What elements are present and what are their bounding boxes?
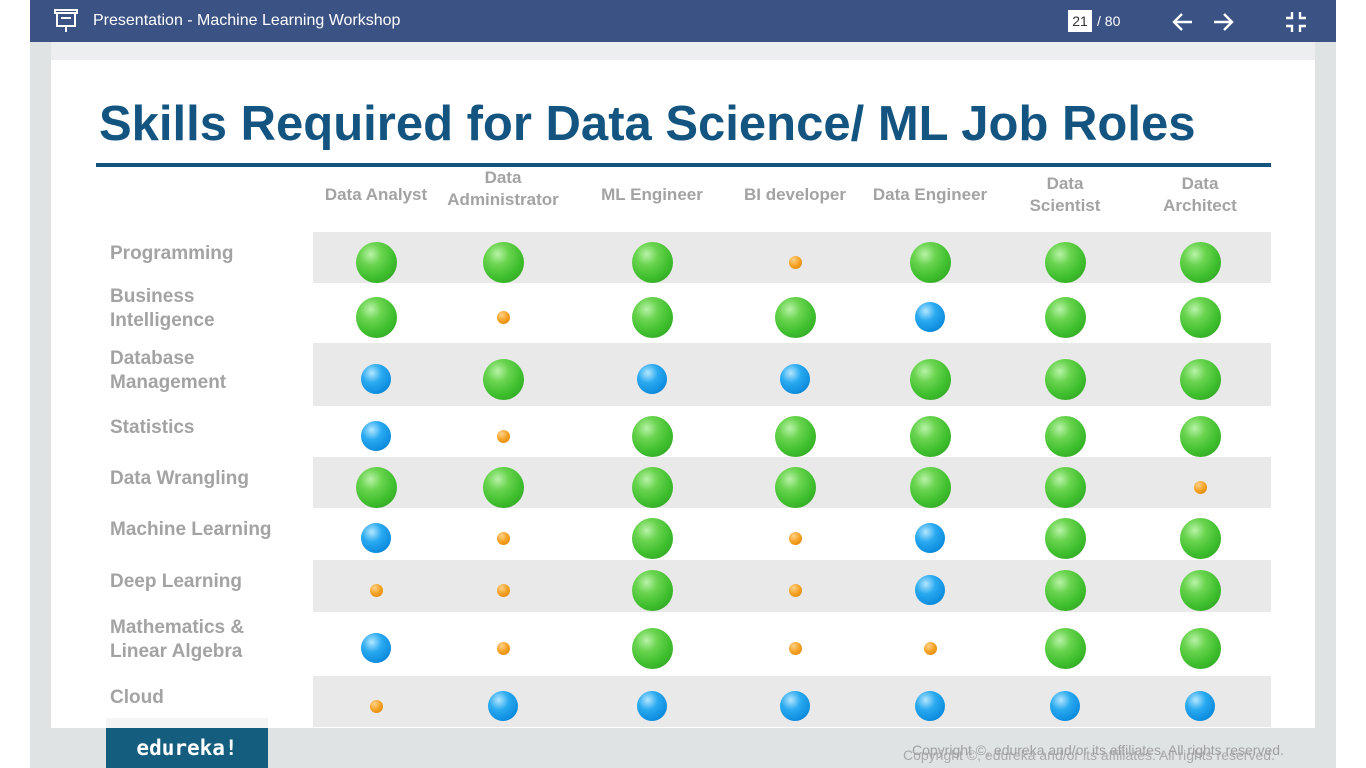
exit-fullscreen-icon[interactable] — [1283, 9, 1309, 35]
skill-level-low-icon — [370, 699, 383, 713]
skill-level-low-icon — [1194, 480, 1207, 494]
skill-level-high-icon — [1045, 358, 1086, 400]
skill-level-high-icon — [910, 415, 951, 457]
skill-level-high-icon — [1180, 518, 1221, 559]
skill-level-high-icon — [632, 241, 673, 283]
column-header: ML Engineer — [601, 185, 703, 204]
skill-level-high-icon — [775, 297, 816, 338]
skill-level-medium-icon — [780, 363, 810, 394]
skill-level-high-icon — [910, 466, 951, 508]
skill-level-medium-icon — [361, 420, 391, 451]
current-page-field[interactable]: 21 — [1068, 10, 1092, 32]
presentation-toolbar: Presentation - Machine Learning Workshop… — [30, 0, 1336, 42]
window-title: Presentation - Machine Learning Workshop — [93, 12, 401, 29]
skill-level-high-icon — [356, 241, 397, 283]
skill-level-medium-icon — [1050, 690, 1080, 721]
row-label: Machine Learning — [110, 519, 272, 540]
skill-level-high-icon — [1180, 415, 1221, 457]
column-header: Data Engineer — [872, 185, 988, 204]
skill-level-medium-icon — [915, 575, 945, 605]
viewer-margin-right — [1315, 42, 1336, 768]
row-label: Database Management — [110, 347, 227, 393]
row-label: Data Wrangling — [110, 467, 249, 489]
skill-level-low-icon — [789, 642, 802, 655]
skill-level-low-icon — [789, 532, 802, 545]
skill-level-high-icon — [1045, 466, 1086, 508]
skill-level-high-icon — [1180, 358, 1221, 400]
row-label: Business Intelligence — [110, 286, 215, 331]
skill-level-medium-icon — [915, 302, 945, 332]
row-label: Mathematics & Linear Algebra — [110, 617, 245, 662]
skill-level-high-icon — [1045, 297, 1086, 338]
skill-level-medium-icon — [915, 690, 945, 721]
skill-level-high-icon — [632, 570, 673, 611]
skill-level-low-icon — [497, 642, 510, 655]
skill-level-low-icon — [370, 584, 383, 597]
logo-strip — [106, 718, 268, 728]
skill-level-high-icon — [1180, 297, 1221, 338]
skill-level-high-icon — [632, 466, 673, 508]
skill-level-high-icon — [1180, 570, 1221, 611]
skill-level-medium-icon — [637, 363, 667, 394]
skill-level-high-icon — [632, 297, 673, 338]
column-header: Data Analyst — [324, 185, 428, 204]
presentation-icon — [54, 9, 78, 32]
column-header: Data Architect — [1163, 174, 1237, 215]
title-divider — [96, 163, 1271, 167]
skill-level-medium-icon — [361, 363, 391, 394]
skill-level-high-icon — [910, 358, 951, 400]
skill-level-high-icon — [483, 466, 524, 508]
skill-level-high-icon — [1180, 241, 1221, 283]
skill-level-high-icon — [483, 241, 524, 283]
viewer-margin-left — [30, 42, 51, 768]
skill-level-low-icon — [497, 532, 510, 545]
row-label: Programming — [110, 242, 234, 264]
copyright-text: Copyright ©, edureka and/or its affiliat… — [912, 742, 1284, 758]
skill-level-medium-icon — [488, 690, 518, 721]
skill-level-high-icon — [1045, 518, 1086, 559]
skill-level-medium-icon — [1185, 690, 1215, 721]
skill-level-high-icon — [632, 518, 673, 559]
arrow-right-icon[interactable] — [1210, 9, 1236, 35]
skill-level-low-icon — [497, 429, 510, 443]
skill-level-high-icon — [483, 358, 524, 400]
skill-level-high-icon — [1045, 570, 1086, 611]
skill-level-low-icon — [789, 255, 802, 269]
column-header: Data Administrator — [447, 168, 559, 209]
skill-level-medium-icon — [361, 523, 391, 553]
skill-level-low-icon — [497, 584, 510, 597]
skill-level-low-icon — [924, 642, 937, 655]
skill-level-high-icon — [910, 241, 951, 283]
row-label: Statistics — [110, 416, 195, 438]
column-header: BI developer — [743, 185, 847, 204]
skill-level-medium-icon — [361, 633, 391, 663]
row-label: Deep Learning — [110, 571, 242, 592]
copyright-text-shadow: Copyright ©, edureka and/or its affiliat… — [903, 747, 1275, 763]
viewer-margin-top — [51, 42, 1315, 60]
row-label: Cloud — [110, 686, 164, 708]
skill-level-medium-icon — [637, 690, 667, 721]
skill-level-high-icon — [632, 415, 673, 457]
skill-level-high-icon — [775, 415, 816, 457]
arrow-left-icon[interactable] — [1170, 9, 1196, 35]
skill-level-medium-icon — [780, 690, 810, 721]
skill-level-high-icon — [1180, 628, 1221, 669]
edureka-logo: edureka! — [106, 728, 268, 768]
skill-level-high-icon — [356, 297, 397, 338]
skill-level-high-icon — [1045, 415, 1086, 457]
column-header: Data Scientist — [1029, 174, 1101, 215]
skill-level-medium-icon — [915, 523, 945, 553]
skill-level-low-icon — [497, 311, 510, 324]
skill-level-high-icon — [356, 466, 397, 508]
skill-level-high-icon — [1045, 241, 1086, 283]
skill-level-low-icon — [789, 584, 802, 597]
slide-title: Skills Required for Data Science/ ML Job… — [99, 97, 1196, 151]
skill-level-high-icon — [632, 628, 673, 669]
total-pages: / 80 — [1097, 13, 1121, 29]
skill-level-high-icon — [1045, 628, 1086, 669]
skill-level-high-icon — [775, 466, 816, 508]
